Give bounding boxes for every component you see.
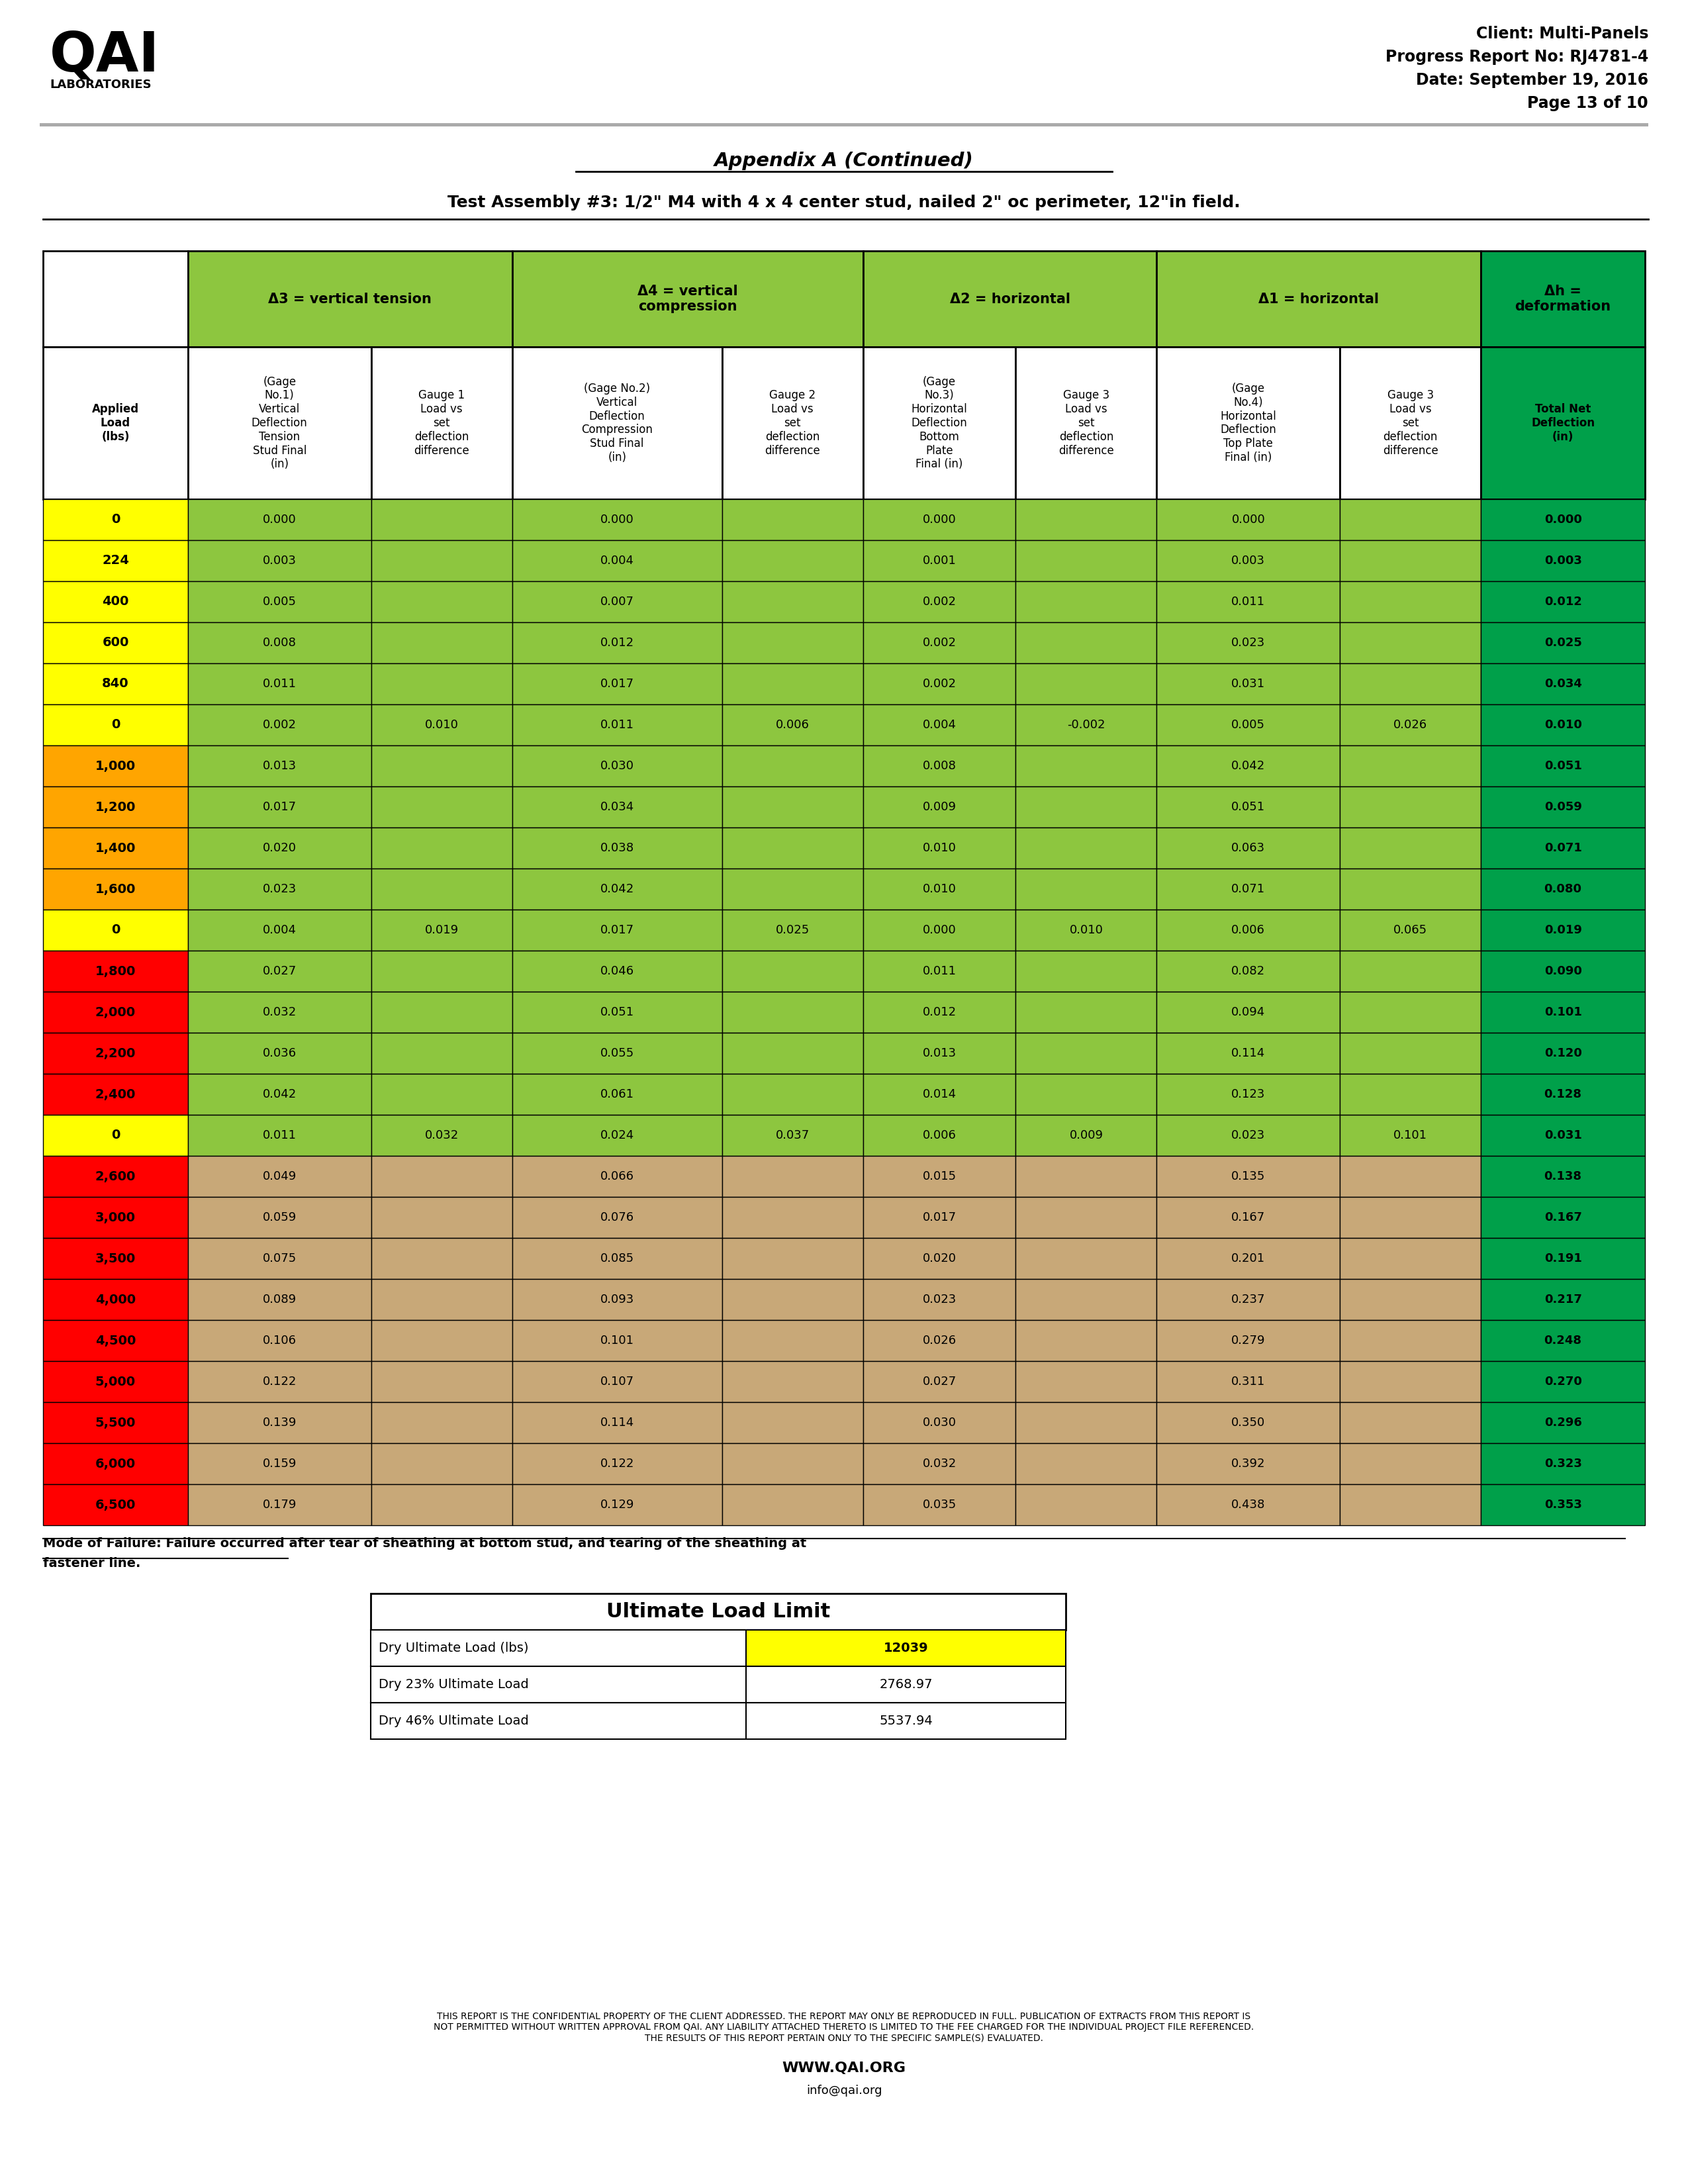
Text: 0.013: 0.013 [263,760,297,771]
Bar [187,1402,371,1444]
Text: 0.002: 0.002 [263,719,297,732]
Bar [746,1666,1065,1704]
Bar [1016,992,1156,1033]
Bar [1480,539,1646,581]
Text: 0.191: 0.191 [1545,1254,1582,1265]
Bar [371,992,511,1033]
Bar [1480,1444,1646,1485]
Text: Gauge 2
Load vs
set
deflection
difference: Gauge 2 Load vs set deflection differenc… [765,389,820,456]
Text: 0.071: 0.071 [1545,843,1582,854]
Bar [1156,1033,1340,1075]
Text: 0.012: 0.012 [601,638,635,649]
Text: 0.034: 0.034 [601,802,635,812]
Text: 0.002: 0.002 [922,677,955,690]
Text: 0.106: 0.106 [263,1334,297,1348]
Bar [863,347,1016,500]
Bar [1480,1361,1646,1402]
Bar [187,1280,371,1319]
Bar [722,1075,863,1114]
Bar [371,1485,511,1524]
Bar [1340,1033,1480,1075]
Text: 0.008: 0.008 [263,638,297,649]
Bar [1156,828,1340,869]
Bar [511,1361,722,1402]
Bar [722,1114,863,1155]
Text: Client: Multi-Panels: Client: Multi-Panels [1475,26,1647,41]
Text: (Gage
No.1)
Vertical
Deflection
Tension
Stud Final
(in): (Gage No.1) Vertical Deflection Tension … [252,376,307,470]
Bar [511,1280,722,1319]
Bar [187,1033,371,1075]
Text: 1,800: 1,800 [95,965,135,978]
Bar [1156,1402,1340,1444]
Bar [42,664,187,705]
Text: QAI: QAI [49,28,160,83]
Text: (Gage No.2)
Vertical
Deflection
Compression
Stud Final
(in): (Gage No.2) Vertical Deflection Compress… [581,382,653,463]
Bar [1016,664,1156,705]
Text: Δ4 = vertical
compression: Δ4 = vertical compression [638,284,738,312]
Bar [1340,1402,1480,1444]
Bar [1016,1238,1156,1280]
Bar [1480,828,1646,869]
Text: 0.011: 0.011 [922,965,955,976]
Text: 0.017: 0.017 [922,1212,957,1223]
Text: 2,200: 2,200 [95,1046,135,1059]
Bar [1340,622,1480,664]
Bar [1340,1280,1480,1319]
Text: 2,400: 2,400 [95,1088,135,1101]
Bar [863,664,1016,705]
Bar [1340,539,1480,581]
Bar [722,1155,863,1197]
Bar [187,664,371,705]
Bar [1156,950,1340,992]
Text: Date: September 19, 2016: Date: September 19, 2016 [1416,72,1647,87]
Text: 0.026: 0.026 [922,1334,957,1348]
Bar [42,251,187,347]
Bar [42,1444,187,1485]
Bar [42,1319,187,1361]
Bar [863,622,1016,664]
Text: Dry 23% Ultimate Load: Dry 23% Ultimate Load [378,1677,528,1690]
Bar [1480,1238,1646,1280]
Bar [371,500,511,539]
Bar [371,1666,746,1704]
Bar [1156,500,1340,539]
Text: 3,000: 3,000 [95,1212,135,1223]
Bar [1340,1444,1480,1485]
Bar [42,1197,187,1238]
Bar [371,705,511,745]
Bar [187,950,371,992]
Text: 0: 0 [111,924,120,937]
Bar [722,1319,863,1361]
Bar [1340,1075,1480,1114]
Text: 0.019: 0.019 [425,924,459,937]
Bar [371,1197,511,1238]
Bar [1156,786,1340,828]
Text: 0.094: 0.094 [1231,1007,1266,1018]
Text: 2,000: 2,000 [95,1007,135,1018]
Text: 0.042: 0.042 [601,882,635,895]
Bar [511,622,722,664]
Text: 0.004: 0.004 [922,719,955,732]
Bar [371,869,511,909]
Text: 0.000: 0.000 [601,513,635,526]
Bar [511,1155,722,1197]
Text: 0.093: 0.093 [601,1293,635,1306]
Bar [511,992,722,1033]
Bar [722,664,863,705]
Text: 1,400: 1,400 [95,841,135,854]
Text: 0.001: 0.001 [923,555,955,566]
Text: Applied
Load
(lbs): Applied Load (lbs) [91,404,138,443]
Bar [42,869,187,909]
Text: 0.061: 0.061 [601,1088,635,1101]
Text: Appendix A (Continued): Appendix A (Continued) [714,151,974,170]
Bar [511,909,722,950]
Text: 0.270: 0.270 [1545,1376,1582,1387]
Text: 0.017: 0.017 [601,924,635,937]
Bar [863,1238,1016,1280]
Text: 0.201: 0.201 [1231,1254,1266,1265]
Bar [42,786,187,828]
Bar [371,347,511,500]
Text: 0.051: 0.051 [601,1007,635,1018]
Bar [1340,786,1480,828]
Text: 0.019: 0.019 [1545,924,1582,937]
